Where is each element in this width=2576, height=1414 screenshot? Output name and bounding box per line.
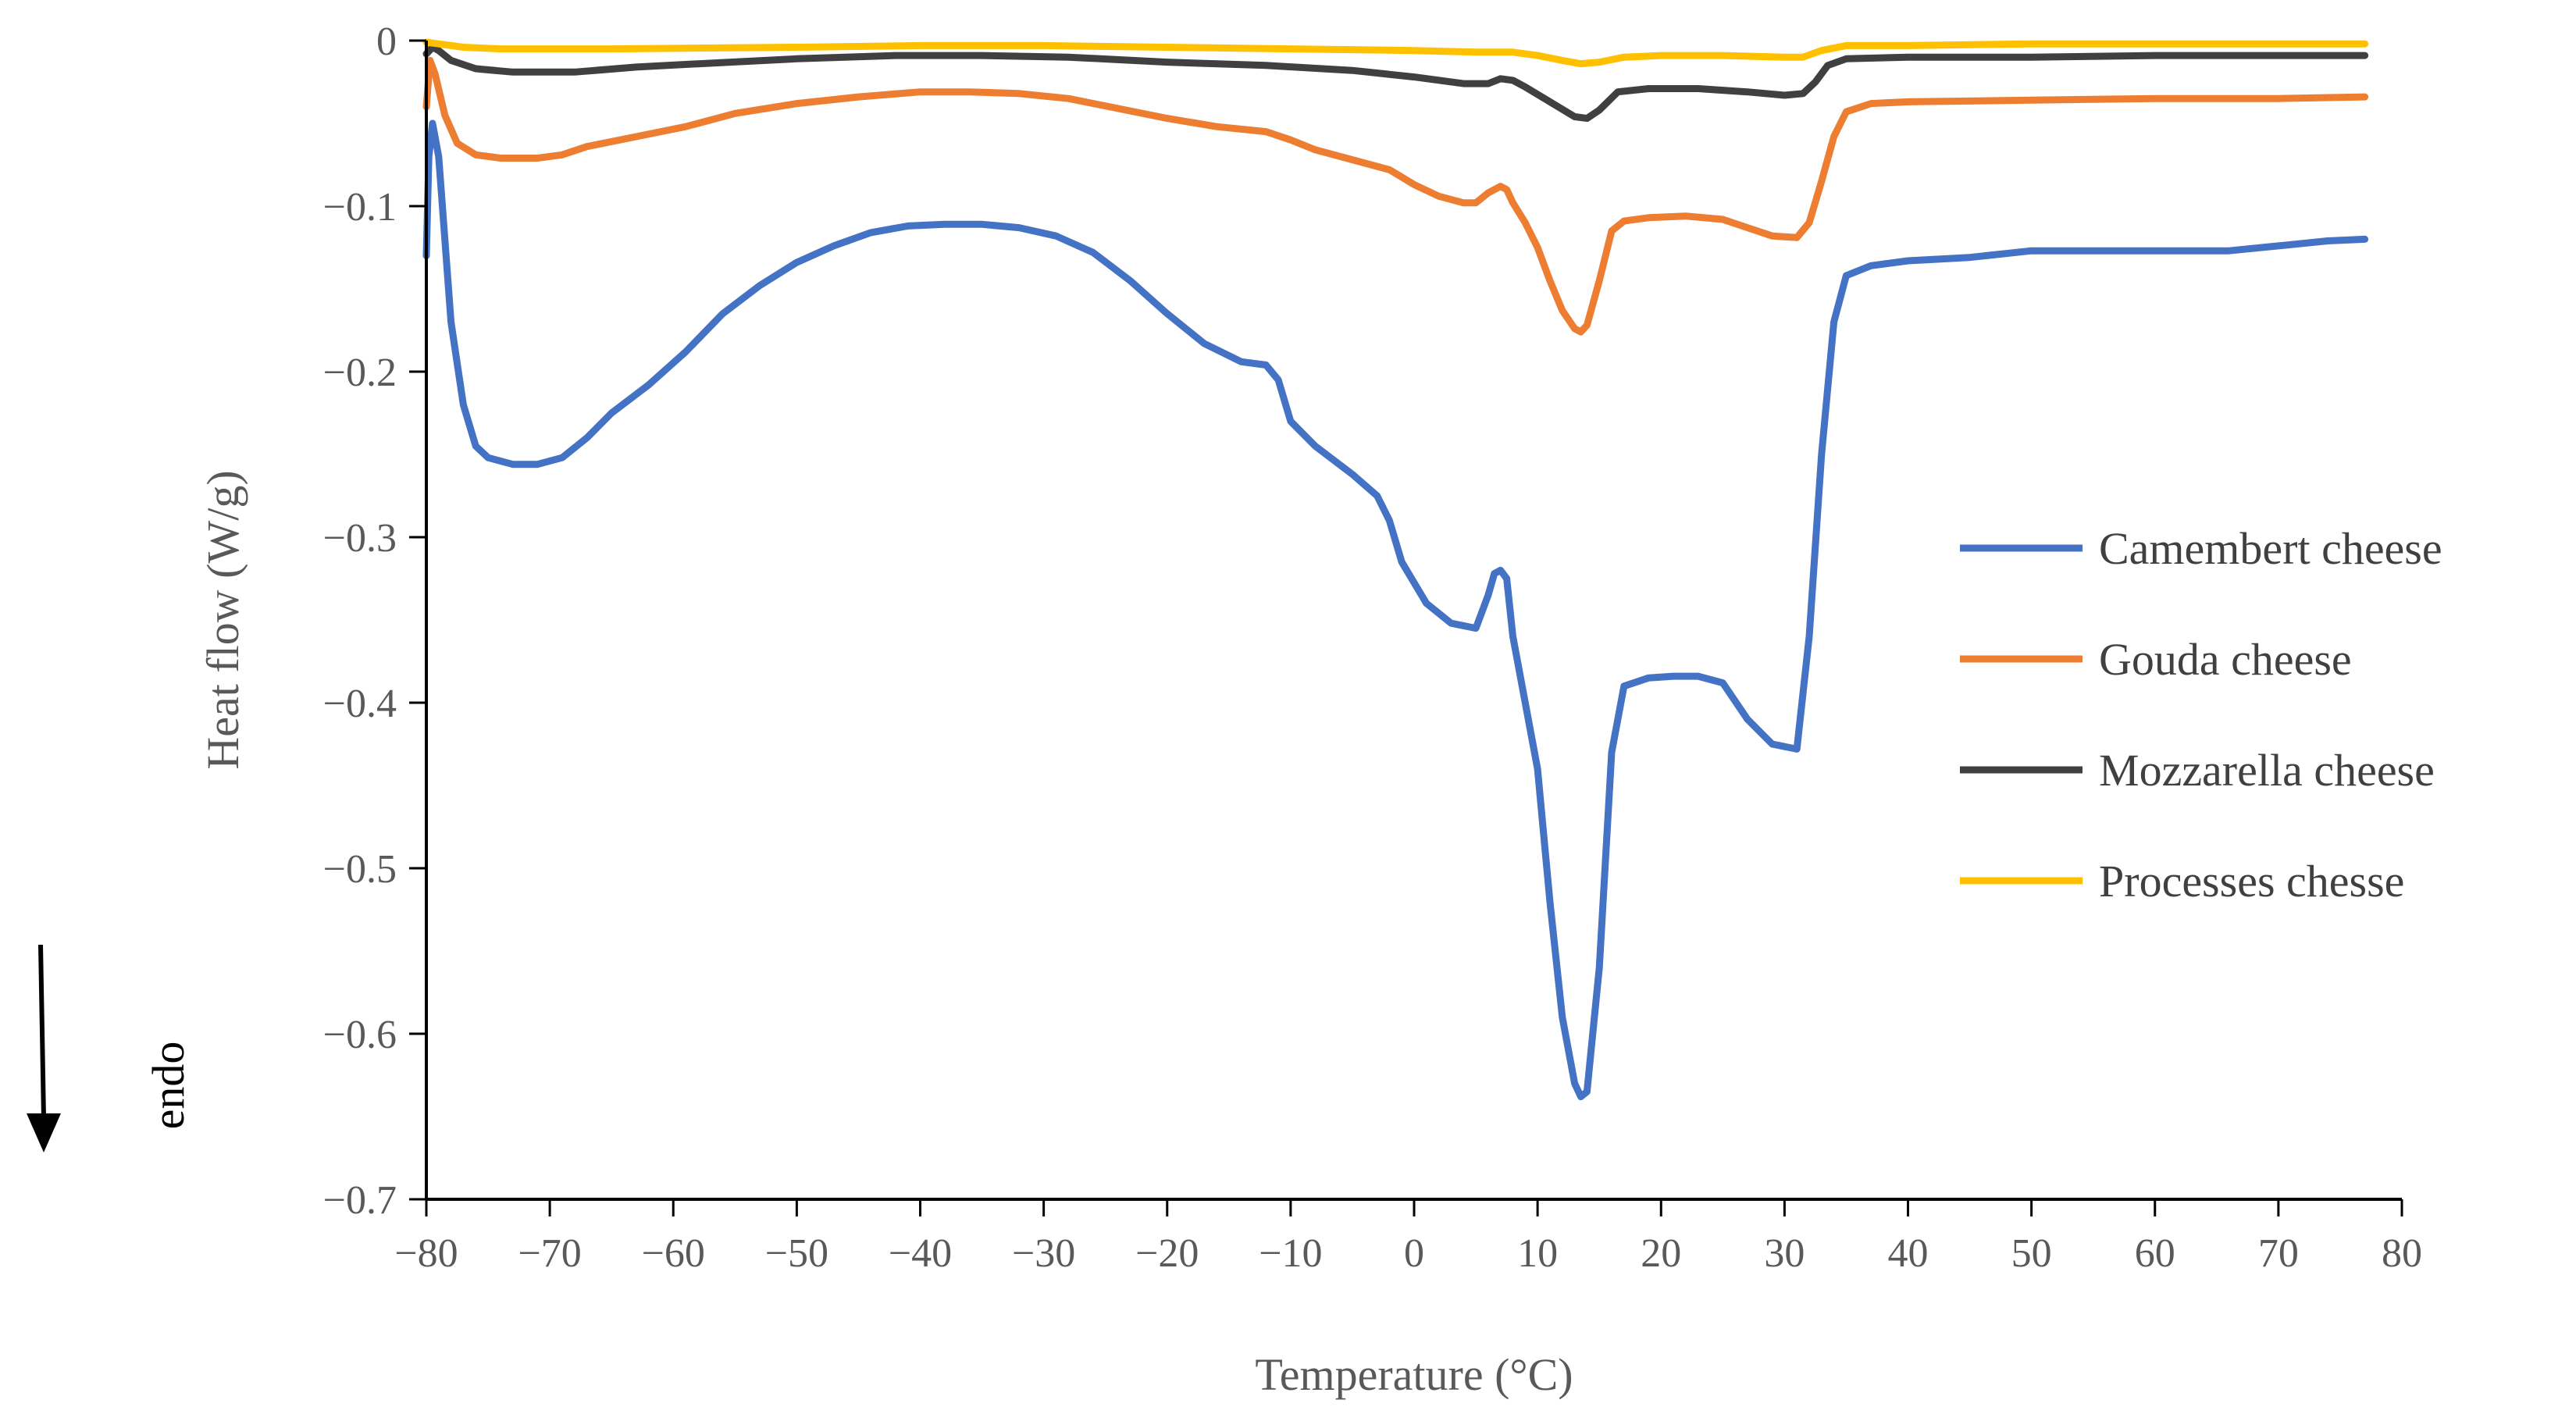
plot-lines [422, 38, 2369, 1101]
x-ticks: −80 −70 −60 −50 −40 −30 −20 −10 0 10 20 30 40 50 60 70 8… [394, 1199, 2422, 1276]
x-tick-label: −60 [642, 1231, 705, 1276]
x-axis-title: Temperature (°C) [1255, 1349, 1573, 1400]
y-axis-title: Heat flow (W/g) [198, 470, 248, 769]
x-tick-label: −70 [518, 1231, 581, 1276]
x-tick-label: 60 [2135, 1231, 2175, 1276]
legend: Camembert cheese Gouda cheese Mozzarella c… [1960, 523, 2442, 906]
series-line-processes-chesse [422, 38, 2369, 68]
endo-arrow-shaft [38, 944, 46, 1119]
axes [425, 41, 2402, 1201]
y-tick-label: −0.1 [323, 185, 397, 230]
endo-arrow-icon [27, 1113, 61, 1152]
x-tick-label: 20 [1641, 1231, 1681, 1276]
legend-label: Processes chesse [2099, 856, 2404, 906]
x-tick-label: −10 [1259, 1231, 1322, 1276]
x-tick-label: 70 [2258, 1231, 2299, 1276]
series-line-camembert-cheese [422, 119, 2369, 1101]
legend-label: Camembert cheese [2099, 523, 2442, 574]
y-tick-label: −0.5 [323, 847, 397, 892]
x-tick-label: −40 [889, 1231, 952, 1276]
x-tick-label: −50 [765, 1231, 828, 1276]
y-tick-label: −0.4 [323, 682, 397, 726]
y-tick-label: −0.3 [323, 516, 397, 561]
y-tick-label: −0.7 [323, 1178, 397, 1223]
x-tick-label: −20 [1135, 1231, 1199, 1276]
y-tick-label: 0 [376, 20, 397, 64]
x-tick-label: 50 [2011, 1231, 2052, 1276]
y-tick-label: −0.6 [323, 1013, 397, 1057]
x-tick-label: −30 [1012, 1231, 1075, 1276]
series-line-mozzarella-cheese [422, 44, 2369, 123]
x-tick-label: 80 [2382, 1231, 2422, 1276]
endo-label: endo [143, 1042, 194, 1130]
x-tick-label: 10 [1517, 1231, 1558, 1276]
x-tick-label: 0 [1404, 1231, 1424, 1276]
y-ticks: 0 −0.1 −0.2 −0.3 −0.4 −0.5 −0.6 −0.7 [323, 20, 426, 1223]
x-tick-label: −80 [394, 1231, 458, 1276]
x-tick-label: 30 [1764, 1231, 1805, 1276]
series-line-gouda-cheese [422, 56, 2369, 336]
legend-label: Gouda cheese [2099, 634, 2352, 685]
endo-annotation: endo [27, 944, 194, 1152]
x-tick-label: 40 [1888, 1231, 1929, 1276]
y-tick-label: −0.2 [323, 351, 397, 395]
legend-label: Mozzarella cheese [2099, 745, 2435, 796]
